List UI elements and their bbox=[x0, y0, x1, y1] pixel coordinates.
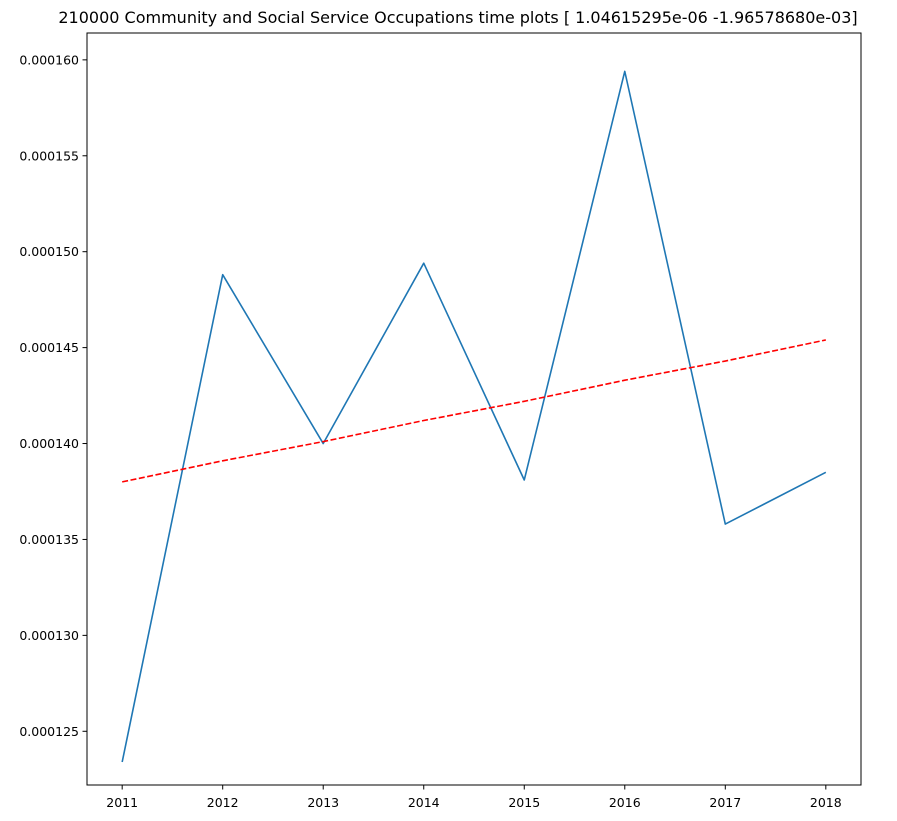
x-tick-label-2012: 2012 bbox=[207, 795, 239, 810]
x-tick-label-2016: 2016 bbox=[609, 795, 641, 810]
y-tick-label-2: 0.000135 bbox=[19, 532, 79, 547]
series-line-2 bbox=[122, 339, 826, 483]
x-tick-label-2014: 2014 bbox=[408, 795, 440, 810]
y-tick-label-3: 0.000140 bbox=[19, 436, 79, 451]
plot-area bbox=[87, 33, 861, 785]
y-tick-label-7: 0.000160 bbox=[19, 52, 79, 67]
y-tick-label-4: 0.000145 bbox=[19, 340, 79, 355]
y-tick-label-0: 0.000125 bbox=[19, 724, 79, 739]
x-tick-label-2011: 2011 bbox=[106, 795, 138, 810]
y-axis: 0.000125 0.000130 0.000135 0.000140 0.000145… bbox=[19, 52, 87, 739]
series-layer bbox=[121, 70, 827, 763]
series-line-1 bbox=[121, 70, 827, 763]
x-tick-label-2013: 2013 bbox=[307, 795, 339, 810]
x-tick-label-2015: 2015 bbox=[508, 795, 540, 810]
chart-title: 210000 Community and Social Service Occu… bbox=[58, 8, 857, 27]
x-axis: 2011 2012 2013 2014 2015 2016 2017 2018 bbox=[106, 785, 842, 810]
y-tick-label-1: 0.000130 bbox=[19, 628, 79, 643]
x-tick-label-2018: 2018 bbox=[810, 795, 842, 810]
plot-frame bbox=[86, 32, 862, 786]
y-tick-label-5: 0.000150 bbox=[19, 244, 79, 259]
y-tick-label-6: 0.000155 bbox=[19, 148, 79, 163]
x-tick-label-2017: 2017 bbox=[709, 795, 741, 810]
